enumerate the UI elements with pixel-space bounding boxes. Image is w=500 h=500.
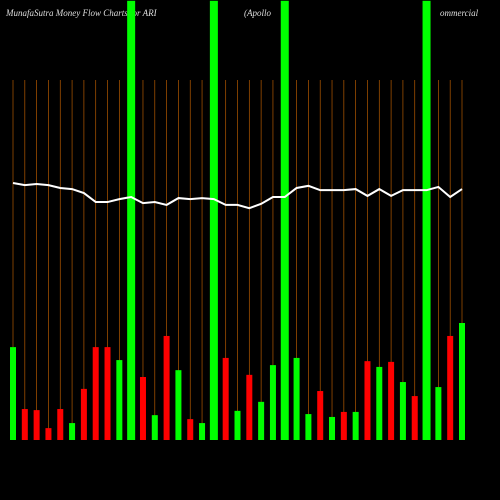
bar	[199, 423, 206, 440]
bar	[246, 374, 253, 440]
bar	[269, 365, 276, 440]
bar	[376, 366, 383, 440]
bar	[222, 357, 229, 440]
bar	[80, 388, 87, 440]
bar	[399, 382, 406, 440]
bar	[57, 409, 64, 440]
chart-title: MunafaSutra Money Flow Charts for ARI	[5, 8, 158, 18]
bar	[10, 347, 16, 440]
bar	[459, 323, 465, 440]
bar	[187, 419, 194, 440]
bar	[209, 0, 218, 441]
bar	[258, 401, 265, 440]
bar	[116, 360, 123, 440]
bar	[163, 335, 170, 440]
bar	[151, 415, 158, 440]
bar	[422, 0, 431, 441]
bar	[340, 411, 347, 440]
money-flow-line	[12, 181, 463, 210]
bar	[33, 410, 40, 440]
chart-subtitle: (Apollo	[244, 8, 271, 18]
bar	[447, 335, 454, 440]
bar	[411, 396, 418, 440]
bar	[21, 409, 28, 440]
bar	[69, 423, 76, 440]
bar	[280, 0, 289, 441]
bar	[234, 410, 241, 440]
bar	[175, 370, 182, 440]
bar	[104, 347, 111, 440]
bar	[305, 414, 312, 440]
bar	[388, 361, 395, 440]
bar	[364, 361, 371, 440]
bar	[293, 357, 300, 440]
bar	[127, 0, 136, 441]
bar	[92, 347, 99, 440]
bar	[45, 428, 52, 440]
bar	[139, 377, 146, 440]
bar	[317, 391, 324, 440]
bar	[352, 411, 359, 440]
chart-subtitle: ommercial	[440, 8, 479, 18]
bar	[435, 387, 442, 440]
bar	[329, 416, 336, 440]
